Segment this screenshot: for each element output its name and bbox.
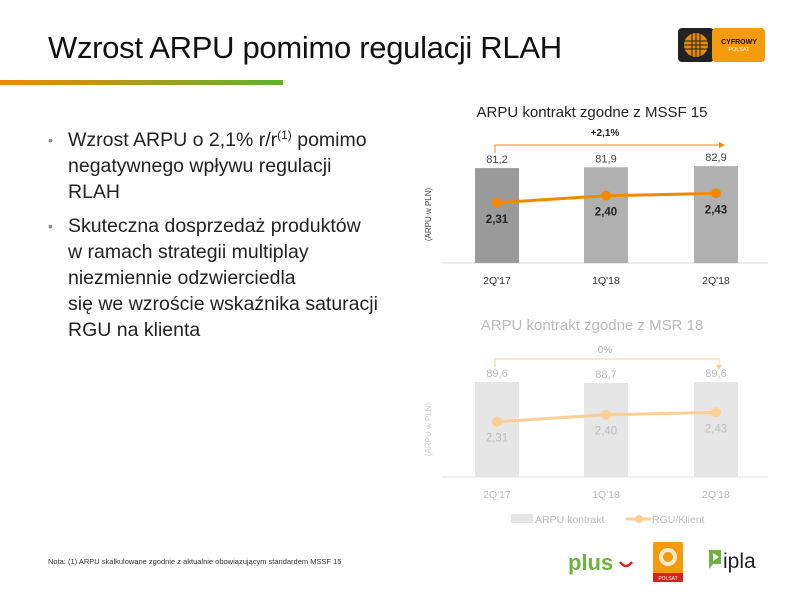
legend-marker <box>635 515 643 523</box>
bar <box>694 166 738 263</box>
title-underline <box>0 80 283 85</box>
polsat-label: POLSAT <box>658 576 677 582</box>
plus-logo: plus <box>568 550 613 575</box>
x-tick-label: 2Q'17 <box>483 275 511 287</box>
bar <box>475 382 519 477</box>
polsat-sun-center <box>663 552 673 562</box>
line-value-label: 2,43 <box>705 204 727 216</box>
ipla-play-triangle <box>713 553 719 561</box>
line-point <box>492 416 502 427</box>
bullet-list: • Wzrost ARPU o 2,1% r/r(1) pomimo negat… <box>48 127 398 351</box>
x-tick-label: 2Q'17 <box>483 489 511 501</box>
bar-value-label: 89,6 <box>705 368 726 380</box>
line-point <box>601 409 611 420</box>
chart-title: ARPU kontrakt zgodne z MSSF 15 <box>477 104 708 121</box>
x-tick-label: 1Q'18 <box>592 489 620 501</box>
change-label: 0% <box>598 345 613 356</box>
line-value-label: 2,31 <box>486 433 508 445</box>
bar <box>584 382 628 477</box>
footnote-ref: (1) <box>277 128 292 142</box>
change-bracket <box>494 144 719 153</box>
bar-value-label: 81,9 <box>595 153 616 165</box>
legend-label: ARPU kontrakt <box>535 514 605 526</box>
x-tick-label: 2Q'18 <box>702 489 730 501</box>
arrow-head-icon <box>716 365 722 370</box>
bullet-line: RLAH <box>68 181 121 203</box>
y-axis-label: (ARPU w PLN) <box>424 402 433 456</box>
legend-label: RGU/Klient <box>652 514 705 526</box>
footer-logos: plus POLSAT ipla <box>568 542 756 582</box>
arrow-head-icon <box>719 142 725 148</box>
line-point <box>601 190 611 201</box>
bullet-item: • Wzrost ARPU o 2,1% r/r(1) pomimo negat… <box>48 127 398 205</box>
bullet-line: Wzrost ARPU o 2,1% r/r(1) pomimo <box>68 127 398 153</box>
page-title: Wzrost ARPU pomimo regulacji RLAH <box>48 30 562 65</box>
chart-title: ARPU kontrakt zgodne z MSR 18 <box>481 317 704 334</box>
polsat-label-bg <box>653 573 683 582</box>
cyfrowy-polsat-logo: CYFROWY POLSAT <box>678 28 765 62</box>
bullet-text: pomimo <box>291 129 367 151</box>
line-value-label: 2,31 <box>486 214 509 226</box>
bar-value-label: 89,6 <box>486 368 507 380</box>
x-tick-label: 1Q'18 <box>592 275 620 287</box>
bullet-line: Skuteczna dosprzedaż produktów <box>68 215 361 237</box>
bullet-text: Wzrost ARPU o 2,1% r/r <box>68 129 278 151</box>
logo-text-1: CYFROWY <box>721 39 757 46</box>
line-point <box>711 188 721 199</box>
footnote: Nota: (1) ARPU skalkulowane zgodnie z ak… <box>48 557 342 566</box>
bullet-dot: • <box>48 218 53 234</box>
logo-text-2: POLSAT <box>728 47 750 53</box>
line-value-label: 2,40 <box>595 207 617 219</box>
bar <box>584 167 628 263</box>
bar <box>475 168 519 263</box>
bar-value-label: 81,2 <box>486 154 507 166</box>
line-value-label: 2,43 <box>705 423 727 435</box>
bullet-line: w ramach strategii multiplay <box>68 241 309 263</box>
line-point <box>711 407 721 418</box>
bar <box>694 382 738 477</box>
bar-value-label: 88,7 <box>595 369 616 381</box>
legend-swatch-bar <box>511 514 533 523</box>
bullet-line: negatywnego wpływu regulacji <box>68 155 332 177</box>
line-value-label: 2,40 <box>595 426 617 438</box>
bullet-line: RGU na klienta <box>68 319 201 341</box>
bullet-dot: • <box>48 132 53 148</box>
line-point <box>492 197 502 208</box>
y-axis-label: (ARPU w PLN) <box>424 187 433 241</box>
plus-smile-icon <box>619 561 633 568</box>
bullet-item: • Skuteczna dosprzedaż produktów w ramac… <box>48 213 398 343</box>
bar-value-label: 82,9 <box>705 152 726 164</box>
bullet-line: się we wzroście wskaźnika saturacji <box>68 293 378 315</box>
x-tick-label: 2Q'18 <box>702 275 730 287</box>
change-bracket <box>494 358 720 367</box>
change-label: +2,1% <box>591 128 620 139</box>
ipla-logo: ipla <box>723 550 756 573</box>
bullet-line: niezmiennie odzwierciedla <box>68 267 296 289</box>
